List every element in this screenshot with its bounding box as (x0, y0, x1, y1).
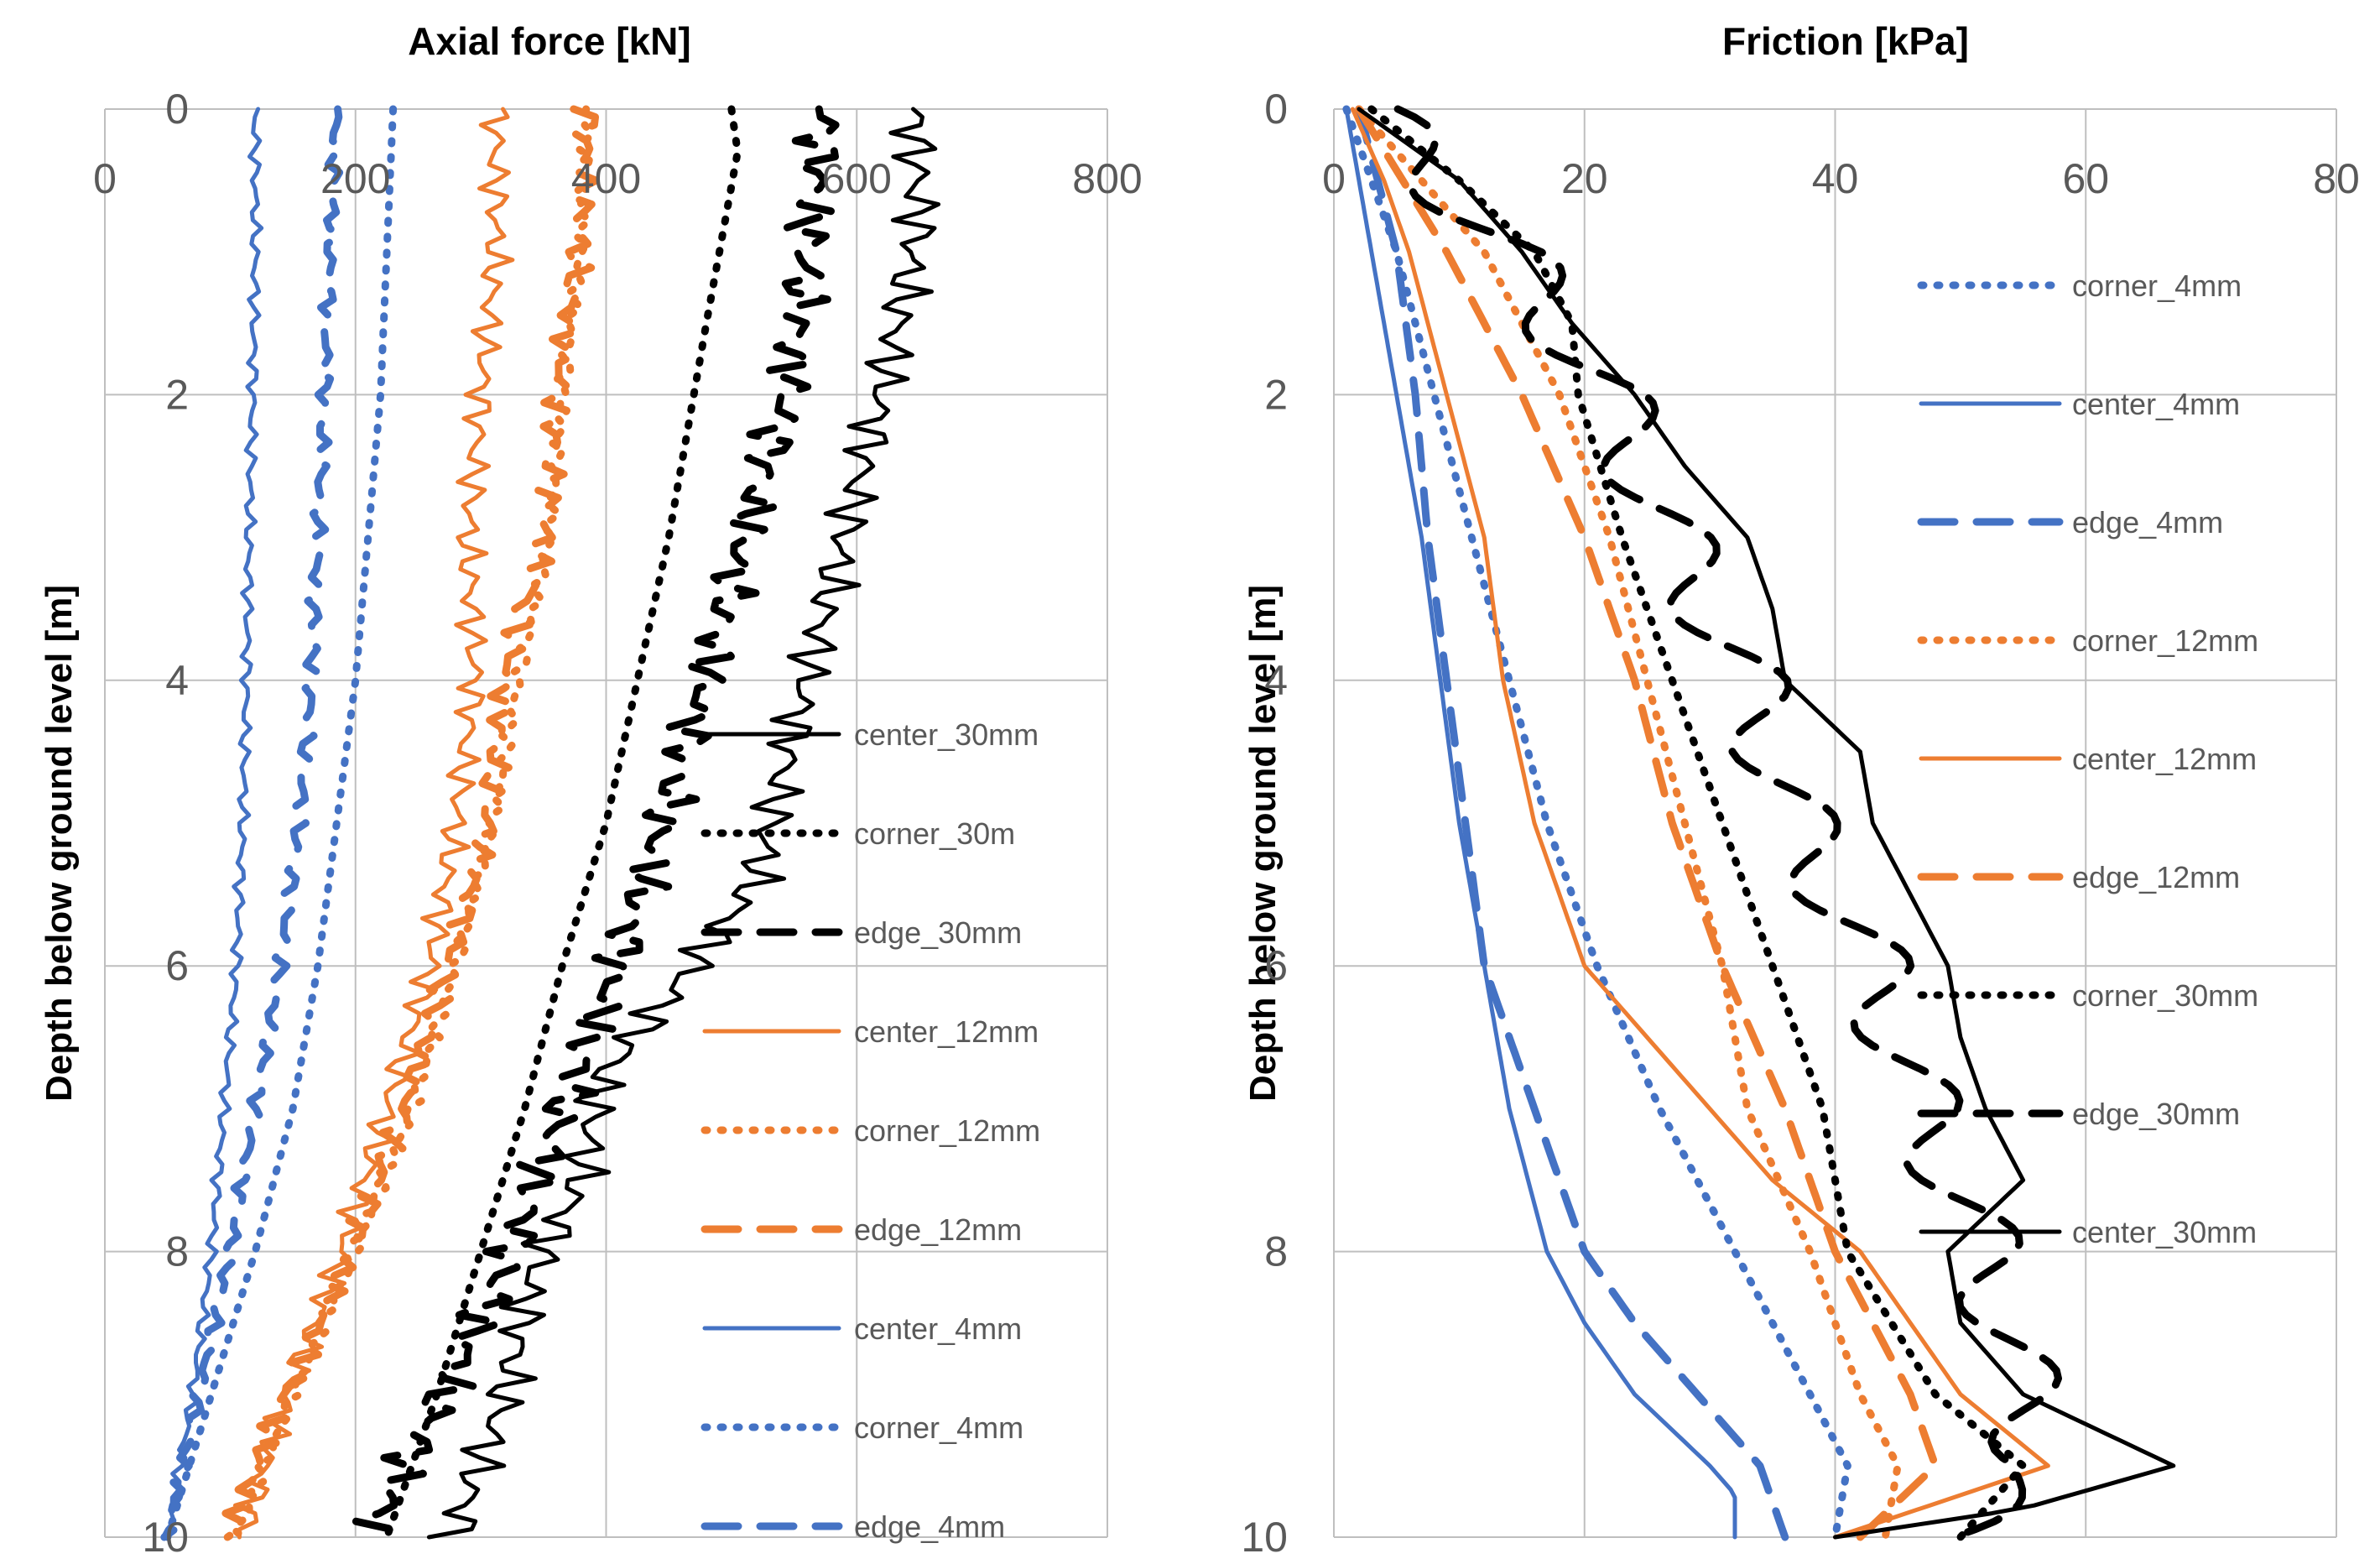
series-line-center-4mm (160, 107, 264, 1540)
axial-force-chart: Axial force [kN] Depth below ground leve… (39, 19, 1143, 1561)
series-line-corner-4mm (164, 105, 398, 1541)
friction-chart: Friction [kPa] Depth below ground level … (1241, 19, 2359, 1561)
legend-label: corner_30m (854, 816, 1015, 851)
y-tick-label: 10 (1241, 1514, 1288, 1561)
axial-force-ylabel: Depth below ground level [m] (39, 585, 80, 1102)
y-tick-label: 2 (1264, 371, 1288, 418)
friction-title: Friction [kPa] (1722, 19, 1969, 63)
legend-label: corner_4mm (2072, 268, 2242, 303)
series-line-center-30mm (1357, 107, 2176, 1540)
series-line-center-12mm (1350, 107, 2050, 1540)
x-tick-label: 800 (1072, 155, 1142, 202)
legend-label: corner_12mm (2072, 623, 2258, 658)
y-tick-label: 4 (165, 657, 189, 704)
legend-label: corner_4mm (854, 1410, 1023, 1445)
axial-force-title: Axial force [kN] (408, 19, 690, 63)
y-tick-label: 6 (165, 942, 189, 989)
x-tick-label: 400 (571, 155, 641, 202)
x-tick-label: 20 (1561, 155, 1608, 202)
legend-label: corner_30mm (2072, 978, 2258, 1013)
legend-label: center_12mm (2072, 742, 2257, 776)
x-tick-label: 80 (2313, 155, 2360, 202)
legend-label: edge_12mm (854, 1212, 1022, 1247)
series-line-edge-30mm (352, 105, 840, 1541)
legend-label: edge_30mm (854, 915, 1022, 950)
y-tick-label: 4 (1264, 657, 1288, 704)
series-line-corner-30mm (1367, 105, 2028, 1541)
y-tick-label: 6 (1264, 942, 1288, 989)
series-line-edge-12mm (221, 105, 600, 1541)
series-line-edge-12mm (1355, 105, 1940, 1541)
series-line-center-30mm (426, 107, 941, 1540)
series-line-edge-4mm (160, 105, 346, 1541)
y-tick-label: 8 (165, 1228, 189, 1275)
x-tick-label: 600 (822, 155, 892, 202)
series-line-edge-4mm (1355, 105, 1789, 1541)
x-tick-label: 40 (1812, 155, 1859, 202)
series-line-corner-12mm (1355, 105, 1902, 1541)
x-tick-label: 0 (1322, 155, 1346, 202)
x-tick-label: 60 (2062, 155, 2109, 202)
x-tick-label: 0 (93, 155, 117, 202)
y-tick-label: 2 (165, 371, 189, 418)
legend-label: center_4mm (2072, 387, 2240, 421)
legend-label: edge_4mm (854, 1509, 1005, 1544)
series-line-corner-12mm (230, 105, 595, 1541)
legend-label: corner_12mm (854, 1113, 1040, 1148)
y-tick-label: 0 (1264, 86, 1288, 133)
y-tick-label: 8 (1264, 1228, 1288, 1275)
x-tick-label: 200 (320, 155, 390, 202)
series-line-corner-30m (383, 105, 742, 1541)
legend-label: center_30mm (2072, 1215, 2257, 1249)
series-line-center-12mm (232, 107, 515, 1540)
legend-label: edge_4mm (2072, 505, 2223, 540)
series-line-edge-30mm (1393, 105, 2062, 1541)
series-line-center-4mm (1344, 107, 1737, 1540)
friction-ylabel: Depth below ground level [m] (1242, 585, 1284, 1102)
legend-label: center_12mm (854, 1014, 1039, 1049)
y-tick-label: 10 (142, 1514, 189, 1561)
legend-label: edge_12mm (2072, 860, 2240, 894)
legend-label: center_30mm (854, 717, 1039, 752)
legend-label: center_4mm (854, 1311, 1022, 1346)
legend-label: edge_30mm (2072, 1097, 2240, 1131)
series-line-corner-4mm (1342, 105, 1851, 1541)
y-tick-label: 0 (165, 86, 189, 133)
